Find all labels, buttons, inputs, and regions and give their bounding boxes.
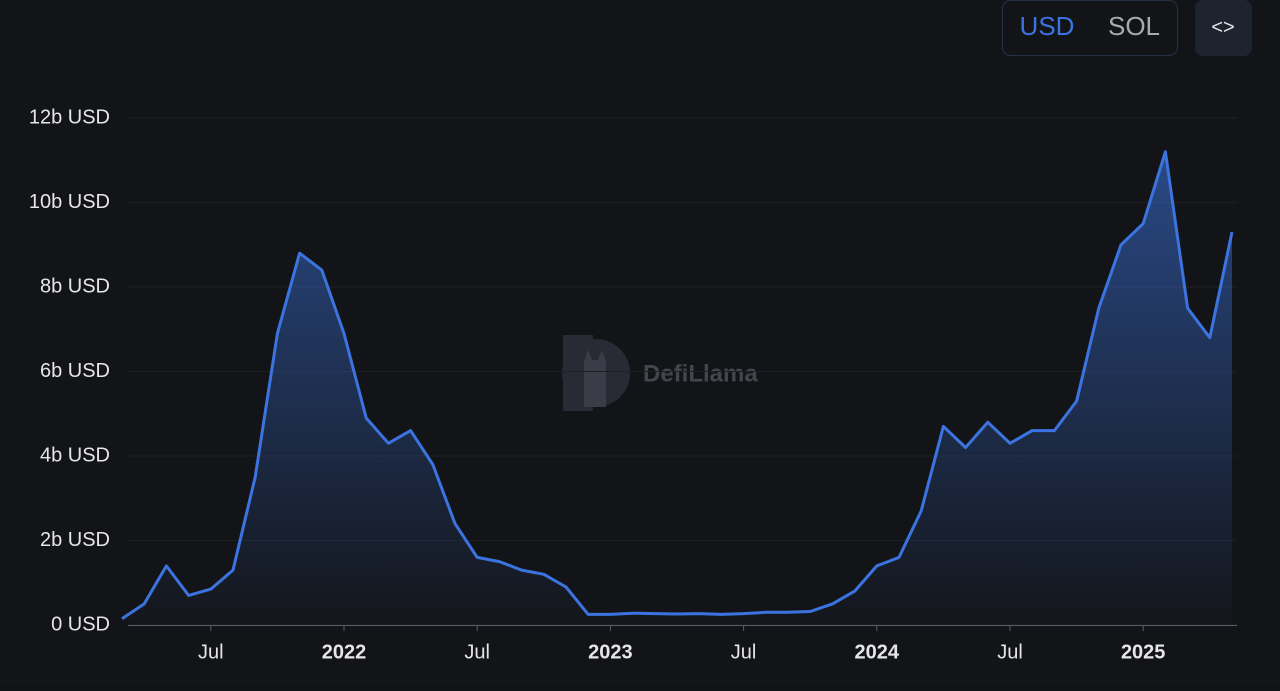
area-fill [122, 151, 1232, 626]
watermark-llama [584, 350, 606, 407]
toggle-usd[interactable]: USD [1020, 11, 1075, 41]
x-tick-label: 2023 [588, 641, 633, 663]
y-tick-label: 0 USD [51, 613, 110, 635]
x-tick-label: Jul [464, 641, 490, 663]
plot: 0 USD 2b USD 4b USD 6b USD 8b USD 10b USD 12b … [29, 106, 1237, 663]
watermark: DefiLlama [562, 335, 758, 411]
embed-button[interactable] [1195, 0, 1252, 56]
y-tick-label: 4b USD [40, 444, 110, 466]
y-tick-label: 10b USD [29, 191, 110, 213]
x-tick-label: Jul [997, 641, 1023, 663]
watermark-text: DefiLlama [643, 360, 758, 387]
y-tick-label: 2b USD [40, 529, 110, 551]
embed-icon[interactable]: <> [1211, 16, 1234, 38]
x-tick-label: 2025 [1121, 641, 1166, 663]
y-tick-label: 12b USD [29, 106, 110, 128]
toggle-frame [1002, 0, 1178, 56]
x-tick-label: 2022 [322, 641, 367, 663]
toggle-sol[interactable]: SOL [1108, 11, 1160, 41]
x-tick-label: 2024 [855, 641, 900, 663]
x-tick-label: Jul [198, 641, 224, 663]
line [121, 150, 1234, 620]
y-tick-label: 6b USD [40, 360, 110, 382]
x-tick-label: Jul [731, 641, 757, 663]
y-tick-label: 8b USD [40, 275, 110, 297]
